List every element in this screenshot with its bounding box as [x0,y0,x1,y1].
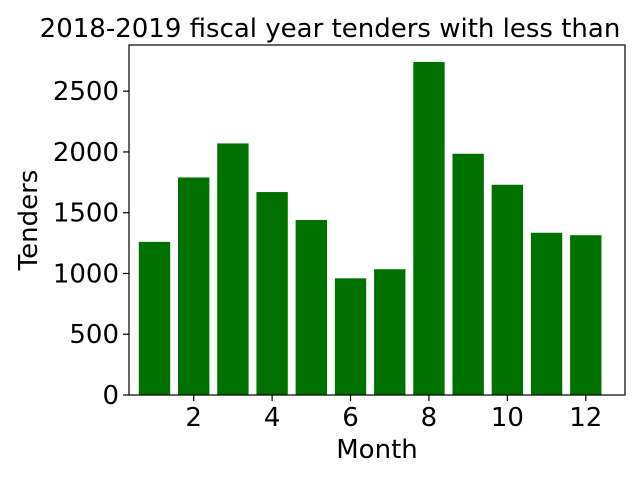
x-axis-label: Month [336,435,418,465]
y-tick-label: 1500 [53,199,119,229]
bar-month-8 [413,62,445,395]
y-tick-label: 0 [102,381,119,411]
bar-month-11 [530,232,563,395]
bar-month-5 [295,220,328,395]
x-tick-label: 12 [569,403,602,433]
bar-month-7 [374,269,406,395]
y-axis-label: Tenders [14,170,44,272]
bar-month-6 [334,278,367,395]
bar-month-2 [178,177,210,395]
bars-group [138,62,602,396]
x-tick-label: 8 [421,403,438,433]
plot-frame [128,44,626,396]
x-tick-label: 2 [185,403,202,433]
bar-month-12 [570,235,602,395]
y-tick-label: 2000 [53,138,119,168]
x-tick-label: 4 [264,403,281,433]
x-tick-label: 6 [342,403,359,433]
bar-month-3 [217,143,249,395]
bar-month-9 [452,153,484,395]
y-tick-label: 500 [69,320,119,350]
chart-title: 2018-2019 fiscal year tenders with less … [40,14,621,44]
bar-month-1 [138,241,171,396]
bar-month-4 [256,192,288,395]
y-tick-label: 1000 [53,259,119,289]
x-ticks: 2 4 6 8 10 12 [185,395,602,433]
x-tick-label: 10 [491,403,524,433]
y-tick-label: 2500 [53,77,119,107]
bar-month-10 [491,184,524,395]
y-ticks: 0 500 1000 1500 2000 2500 [53,77,129,411]
